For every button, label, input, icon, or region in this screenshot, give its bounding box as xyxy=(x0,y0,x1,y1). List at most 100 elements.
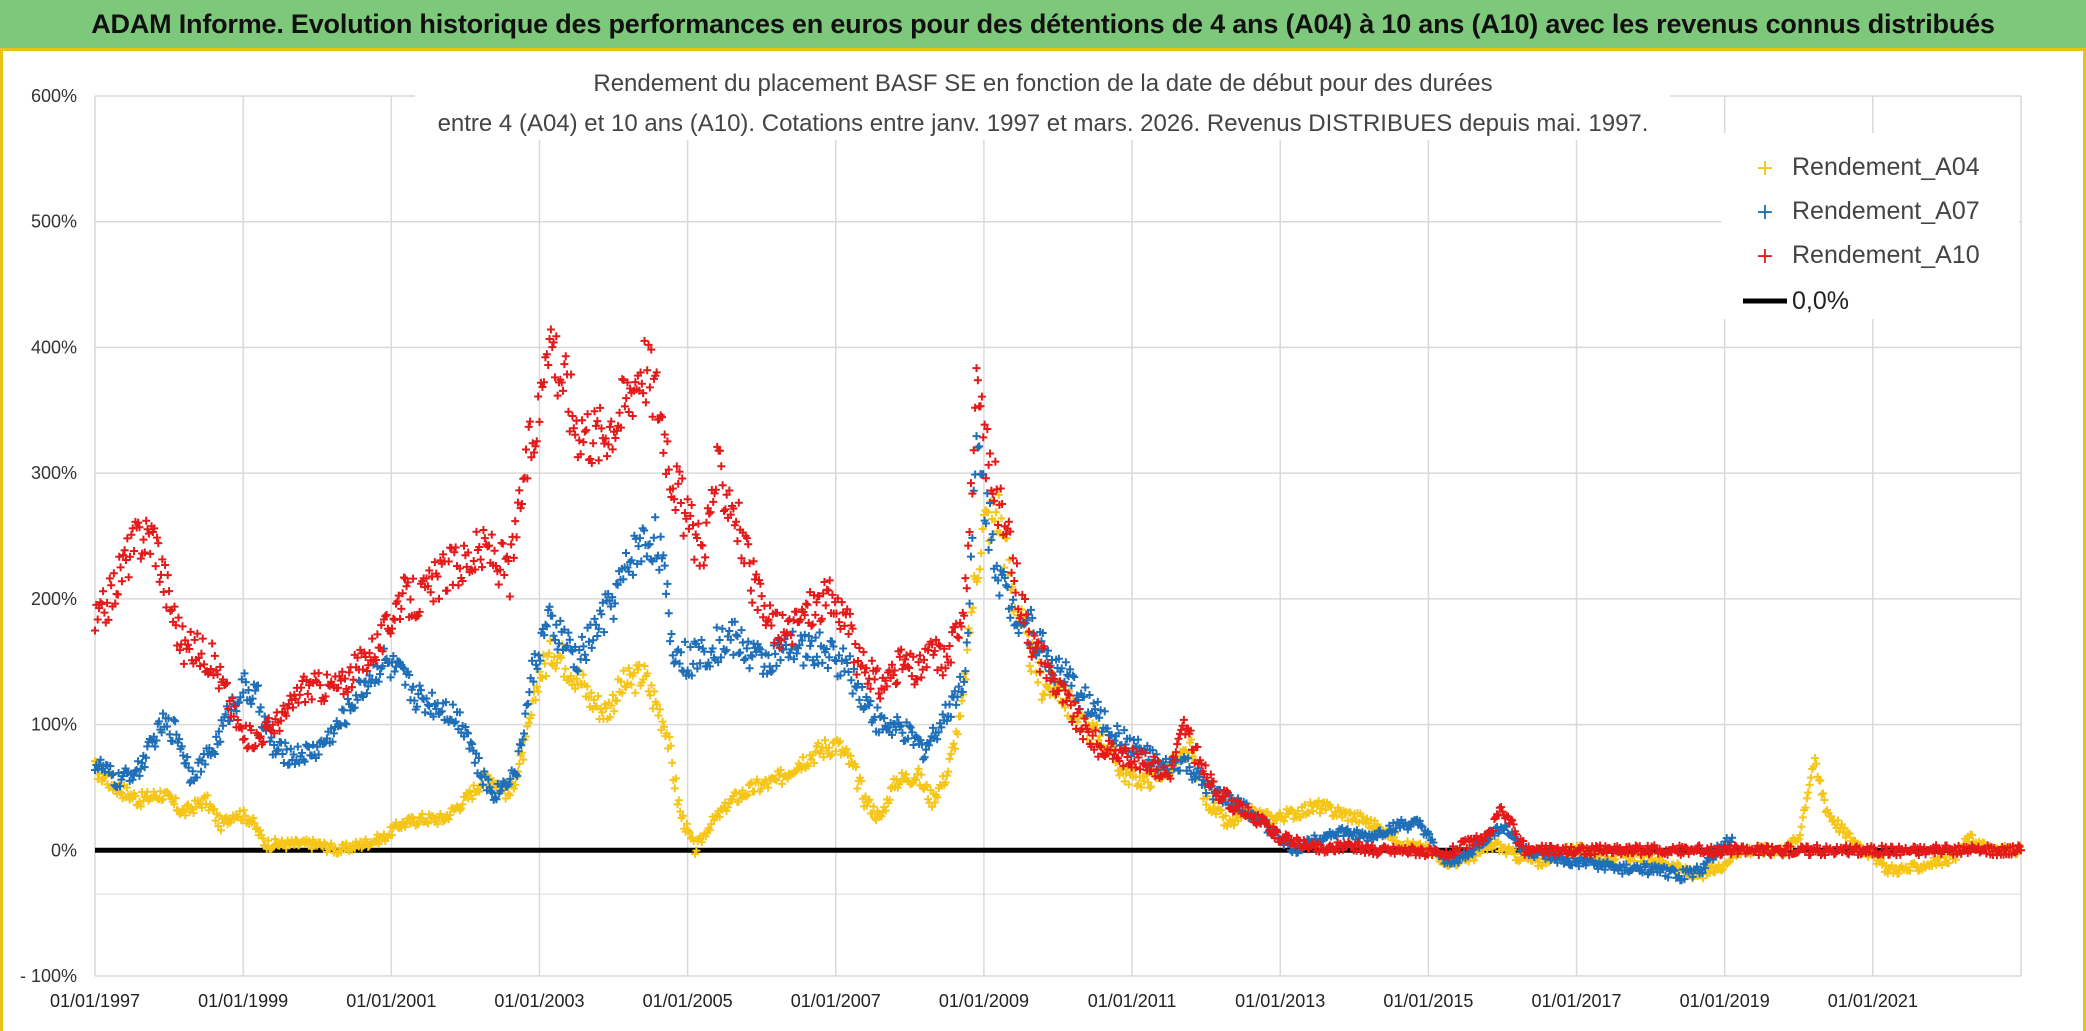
data-point xyxy=(865,701,874,710)
data-point xyxy=(924,646,933,655)
data-point xyxy=(264,714,273,723)
data-point xyxy=(1695,841,1704,850)
data-point xyxy=(966,479,975,488)
data-point xyxy=(1509,820,1518,829)
data-point xyxy=(1079,735,1087,744)
data-point xyxy=(1081,721,1090,730)
data-point xyxy=(1605,844,1614,853)
data-point xyxy=(821,601,830,610)
data-point xyxy=(672,774,681,783)
data-point xyxy=(860,702,869,711)
data-point xyxy=(1123,764,1132,773)
data-point xyxy=(398,589,407,598)
data-point xyxy=(811,747,820,756)
data-point xyxy=(374,677,383,686)
legend-item-a07: + Rendement_A07 xyxy=(1756,197,1980,225)
data-point xyxy=(159,709,168,718)
data-point xyxy=(231,702,240,711)
data-point xyxy=(1738,842,1747,851)
data-point xyxy=(1065,691,1074,700)
data-point xyxy=(1025,627,1034,636)
data-point xyxy=(95,760,104,769)
data-point xyxy=(666,741,675,750)
data-point xyxy=(416,686,425,695)
data-point xyxy=(1221,811,1230,820)
data-point xyxy=(468,740,477,749)
data-point xyxy=(800,630,809,639)
data-point xyxy=(596,403,605,412)
data-point xyxy=(961,574,970,583)
data-point xyxy=(973,376,982,385)
data-point xyxy=(524,422,533,431)
data-point xyxy=(772,661,781,670)
data-point xyxy=(1584,847,1593,856)
data-point xyxy=(1819,789,1828,798)
data-point xyxy=(835,737,844,746)
data-point xyxy=(881,806,890,815)
data-point xyxy=(248,694,257,703)
data-point xyxy=(1070,673,1079,682)
data-point xyxy=(778,779,787,788)
data-point xyxy=(1047,669,1056,678)
data-point xyxy=(843,658,852,667)
data-point xyxy=(192,773,201,782)
data-point xyxy=(662,469,671,478)
data-point xyxy=(538,673,547,682)
data-point xyxy=(548,611,557,620)
data-point xyxy=(136,802,145,811)
data-point xyxy=(364,661,373,670)
data-point xyxy=(1498,807,1507,816)
data-point xyxy=(647,345,656,354)
data-point xyxy=(591,620,600,629)
data-point xyxy=(729,504,738,513)
data-point xyxy=(1869,843,1878,852)
data-point xyxy=(772,608,781,617)
data-point xyxy=(746,779,755,788)
data-point xyxy=(608,691,617,699)
data-point xyxy=(1263,821,1272,830)
data-point xyxy=(542,350,551,359)
data-point xyxy=(1754,851,1763,860)
data-point xyxy=(484,541,493,550)
data-point xyxy=(828,637,837,646)
data-point xyxy=(685,828,694,837)
data-point xyxy=(307,844,316,853)
data-point xyxy=(600,439,609,448)
data-point xyxy=(908,728,917,737)
data-point xyxy=(309,740,318,749)
data-point xyxy=(339,706,348,715)
data-point xyxy=(945,642,954,651)
data-point xyxy=(1190,758,1199,767)
data-point xyxy=(942,771,951,780)
data-point xyxy=(155,577,164,586)
data-point xyxy=(1193,742,1202,751)
data-point xyxy=(1011,588,1020,597)
data-point xyxy=(610,707,619,716)
data-point xyxy=(473,786,482,795)
data-point xyxy=(867,656,876,665)
data-point xyxy=(844,668,853,677)
data-point xyxy=(659,551,668,560)
data-point xyxy=(968,533,977,542)
data-point xyxy=(1125,734,1134,743)
data-point xyxy=(812,652,821,661)
data-point xyxy=(197,767,206,776)
data-point xyxy=(1385,821,1394,830)
data-point xyxy=(532,437,541,446)
data-point xyxy=(259,737,268,746)
data-point xyxy=(158,555,167,564)
data-point xyxy=(1462,843,1471,852)
data-point xyxy=(969,446,978,455)
data-point xyxy=(664,465,673,474)
data-point xyxy=(549,631,558,640)
data-point xyxy=(670,784,679,793)
data-point xyxy=(1031,643,1040,652)
data-point xyxy=(660,561,669,570)
data-point xyxy=(163,722,172,731)
data-point xyxy=(1091,705,1100,714)
data-point xyxy=(839,644,848,653)
data-point xyxy=(96,755,105,764)
data-point xyxy=(368,634,377,643)
data-point xyxy=(1007,603,1016,611)
data-point xyxy=(338,667,347,676)
